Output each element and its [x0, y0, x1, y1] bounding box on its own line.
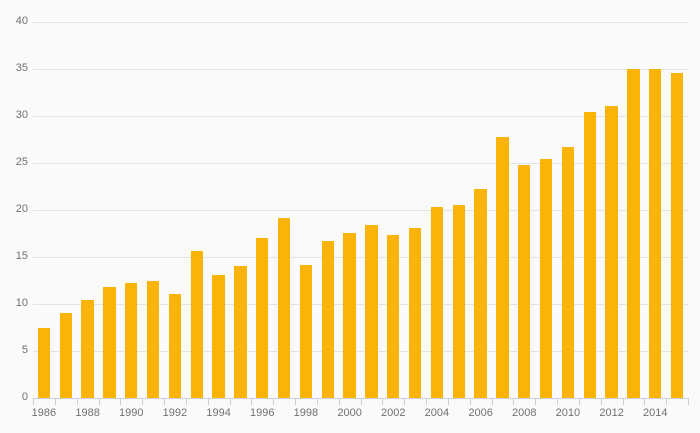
y-tick-label: 5: [21, 344, 28, 356]
y-tick-label: 30: [15, 109, 28, 121]
x-tick: [666, 398, 668, 405]
x-tick-label: 1996: [250, 407, 275, 419]
x-tick: [251, 398, 253, 405]
x-tick: [557, 398, 558, 405]
x-tick-label: 1990: [119, 407, 144, 419]
x-tick: [600, 398, 602, 405]
bar[interactable]: [583, 112, 596, 398]
bar[interactable]: [125, 283, 138, 398]
x-tick: [469, 398, 471, 405]
bar[interactable]: [430, 207, 444, 398]
bar[interactable]: [539, 159, 553, 398]
x-tick: [426, 398, 427, 405]
x-tick: [54, 398, 56, 405]
bar[interactable]: [234, 266, 247, 398]
bar[interactable]: [321, 241, 334, 398]
bar[interactable]: [212, 274, 225, 398]
x-tick: [622, 398, 624, 405]
y-tick-label: 10: [15, 297, 28, 309]
x-tick: [513, 398, 515, 405]
x-tick-label: 2000: [337, 407, 362, 419]
x-tick: [644, 398, 646, 405]
x-tick-label: 2008: [512, 407, 537, 419]
x-tick: [404, 398, 406, 405]
bar[interactable]: [343, 232, 356, 398]
y-tick-label: 20: [15, 203, 28, 215]
x-tick-label: 2014: [643, 407, 668, 419]
bar[interactable]: [387, 235, 400, 398]
x-tick-label: 1992: [162, 407, 188, 419]
y-tick-label: 0: [21, 391, 28, 403]
x-tick: [491, 398, 493, 405]
bar[interactable]: [627, 69, 640, 398]
gridline: [33, 304, 688, 305]
bar[interactable]: [365, 225, 378, 398]
x-tick: [142, 398, 144, 405]
x-tick-label: 1986: [31, 407, 57, 419]
x-tick-label: 2002: [381, 407, 406, 419]
bar[interactable]: [81, 300, 94, 398]
y-tick-label: 40: [15, 15, 28, 27]
x-tick: [229, 398, 231, 405]
x-tick-label: 1988: [75, 407, 100, 419]
x-tick: [360, 398, 362, 405]
x-tick: [295, 398, 296, 405]
gridline: [33, 351, 688, 352]
x-tick: [185, 398, 187, 405]
gridline: [33, 257, 688, 258]
bar[interactable]: [518, 164, 531, 398]
bar[interactable]: [605, 105, 618, 398]
y-tick-label: 35: [15, 62, 28, 74]
x-tick-label: 2012: [599, 407, 624, 419]
x-tick-label: 1994: [206, 407, 231, 419]
x-tick: [120, 398, 122, 405]
x-tick: [164, 398, 165, 405]
gridline: [33, 69, 688, 70]
x-tick: [338, 398, 340, 405]
gridline: [33, 210, 688, 211]
bar[interactable]: [408, 227, 422, 398]
bar[interactable]: [103, 287, 116, 398]
x-tick: [207, 398, 209, 405]
x-tick: [382, 398, 384, 405]
bar[interactable]: [670, 72, 684, 398]
bar[interactable]: [277, 217, 291, 398]
gridline: [33, 163, 688, 164]
x-tick: [76, 398, 78, 405]
bar[interactable]: [649, 69, 662, 398]
bar[interactable]: [452, 205, 465, 398]
y-axis: 0 5 10 15 20 25 30 35 40: [0, 0, 28, 433]
gridline: [33, 116, 688, 117]
bar[interactable]: [168, 293, 182, 398]
x-tick-label: 2010: [555, 407, 581, 419]
x-tick: [316, 398, 318, 405]
bar[interactable]: [474, 189, 487, 398]
bars-layer: [33, 22, 688, 398]
bar[interactable]: [59, 313, 72, 398]
x-tick-label: 2004: [424, 407, 450, 419]
bar[interactable]: [190, 251, 203, 398]
x-tick-label: 1998: [293, 407, 319, 419]
x-tick: [688, 398, 689, 405]
x-tick: [98, 398, 100, 405]
x-tick-label: 2006: [468, 407, 493, 419]
x-tick: [273, 398, 275, 405]
x-tick: [535, 398, 537, 405]
bar[interactable]: [299, 264, 313, 398]
y-tick-label: 25: [15, 156, 28, 168]
x-tick: [447, 398, 449, 405]
bar[interactable]: [496, 136, 509, 398]
y-tick-label: 15: [15, 250, 28, 262]
x-tick: [578, 398, 580, 405]
bar[interactable]: [37, 328, 51, 398]
bar[interactable]: [256, 238, 269, 398]
x-tick: [33, 398, 34, 405]
gridline: [33, 22, 688, 23]
bar[interactable]: [146, 281, 160, 398]
bar[interactable]: [561, 147, 575, 398]
